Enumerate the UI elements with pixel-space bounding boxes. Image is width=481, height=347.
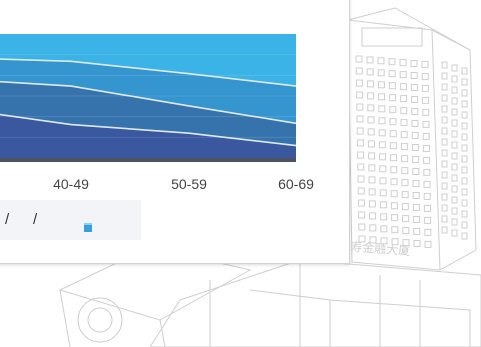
legend-swatch[interactable] [84, 223, 92, 232]
x-tick-label: 40-49 [53, 176, 89, 192]
chart-panel: 40-49 50-59 60-69 / / [0, 0, 350, 264]
x-axis-baseline [0, 158, 296, 162]
legend-separator: / [33, 211, 38, 228]
chart-legend: / / [0, 200, 141, 240]
series-line-3 [0, 113, 297, 147]
legend-separator: / [5, 211, 10, 228]
stacked-area-chart [0, 34, 297, 162]
series-line-1 [0, 58, 297, 87]
x-tick-label: 60-69 [278, 176, 314, 192]
series-line-2 [0, 80, 297, 125]
watermark-text: 國寿金融大厦 [338, 238, 411, 258]
x-tick-label: 50-59 [171, 176, 207, 192]
